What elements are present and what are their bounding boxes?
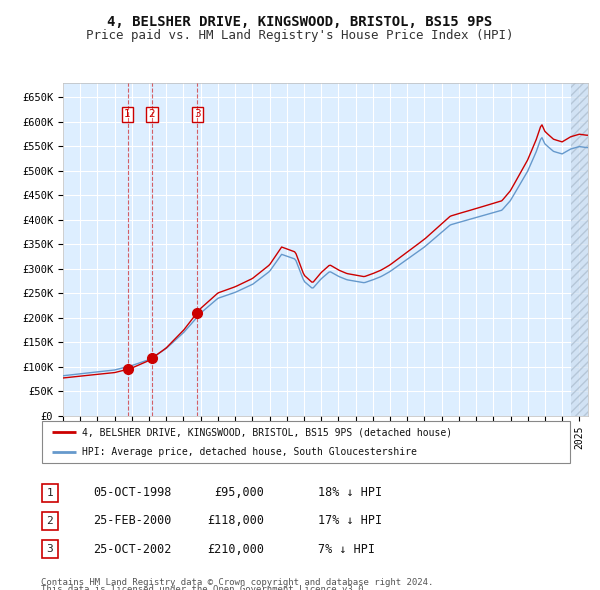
Text: Contains HM Land Registry data © Crown copyright and database right 2024.: Contains HM Land Registry data © Crown c…	[41, 578, 433, 587]
Text: 3: 3	[194, 110, 201, 119]
Text: 2: 2	[148, 110, 155, 119]
Text: 2: 2	[46, 516, 53, 526]
Text: 4, BELSHER DRIVE, KINGSWOOD, BRISTOL, BS15 9PS (detached house): 4, BELSHER DRIVE, KINGSWOOD, BRISTOL, BS…	[82, 427, 452, 437]
Text: This data is licensed under the Open Government Licence v3.0.: This data is licensed under the Open Gov…	[41, 585, 368, 590]
Text: 25-OCT-2002: 25-OCT-2002	[93, 543, 172, 556]
Text: £118,000: £118,000	[207, 514, 264, 527]
Text: 05-OCT-1998: 05-OCT-1998	[93, 486, 172, 499]
Text: 18% ↓ HPI: 18% ↓ HPI	[318, 486, 382, 499]
Text: 25-FEB-2000: 25-FEB-2000	[93, 514, 172, 527]
Text: £210,000: £210,000	[207, 543, 264, 556]
Text: 17% ↓ HPI: 17% ↓ HPI	[318, 514, 382, 527]
Text: 1: 1	[124, 110, 131, 119]
Text: £95,000: £95,000	[214, 486, 264, 499]
Text: 3: 3	[46, 545, 53, 554]
Text: 1: 1	[46, 488, 53, 497]
Text: 7% ↓ HPI: 7% ↓ HPI	[318, 543, 375, 556]
Text: HPI: Average price, detached house, South Gloucestershire: HPI: Average price, detached house, Sout…	[82, 447, 416, 457]
Text: Price paid vs. HM Land Registry's House Price Index (HPI): Price paid vs. HM Land Registry's House …	[86, 30, 514, 42]
Text: 4, BELSHER DRIVE, KINGSWOOD, BRISTOL, BS15 9PS: 4, BELSHER DRIVE, KINGSWOOD, BRISTOL, BS…	[107, 15, 493, 29]
